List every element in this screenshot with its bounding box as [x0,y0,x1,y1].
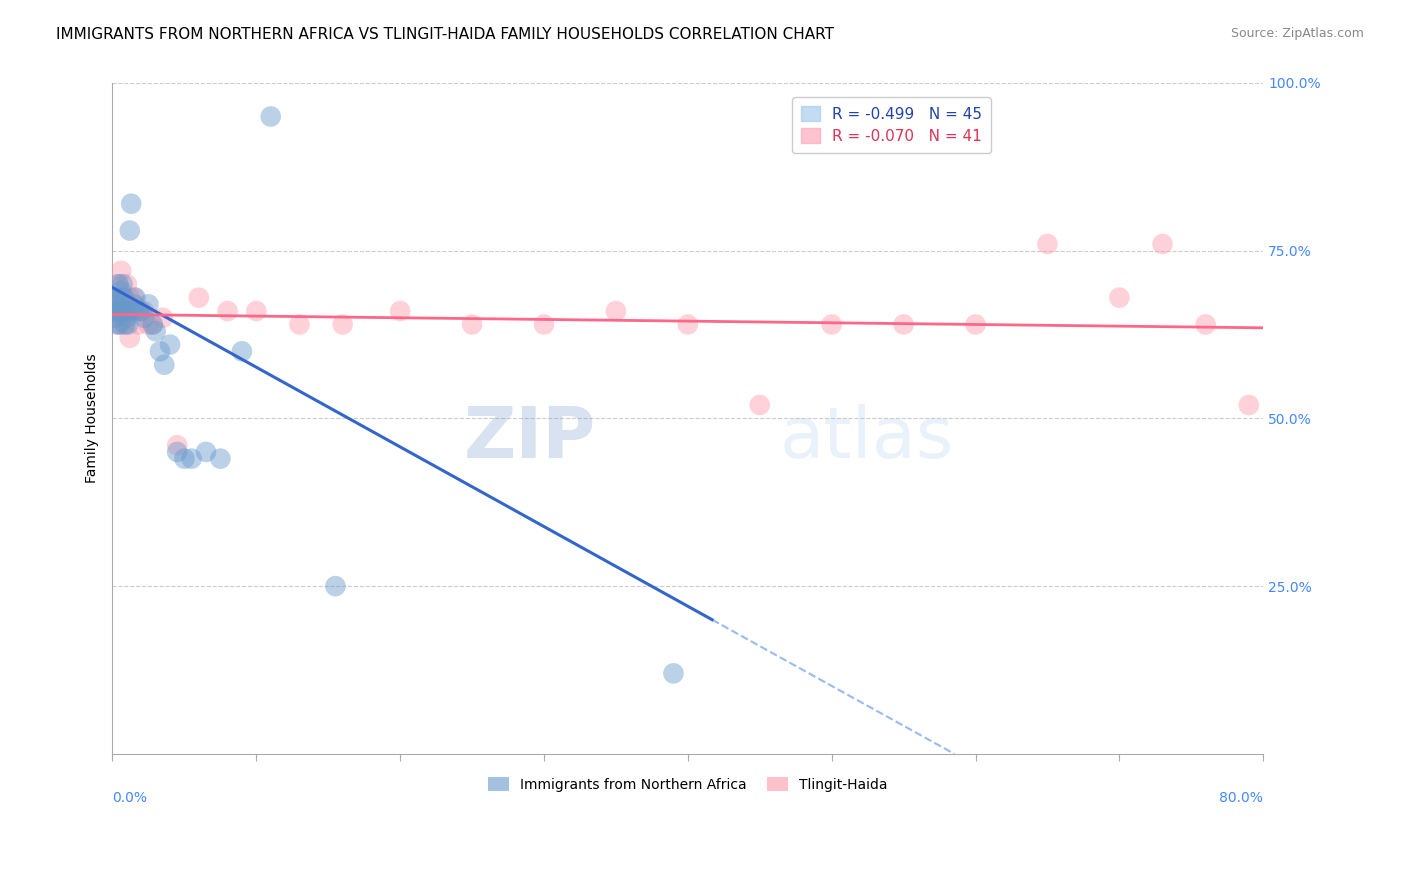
Point [461,318,484,332]
Point [605,304,627,318]
Point [118,291,141,305]
Point [105,291,128,305]
Point [103,297,125,311]
Point [260,110,283,124]
Text: 80.0%: 80.0% [1219,791,1263,805]
Point [104,291,127,305]
Point [142,318,165,332]
Point [105,318,128,332]
Point [103,291,125,305]
Point [1036,236,1059,251]
Point [104,304,127,318]
Point [115,310,138,325]
Point [111,304,134,318]
Point [115,304,138,318]
Point [103,310,125,325]
Point [108,318,131,332]
Point [1152,236,1174,251]
Y-axis label: Family Households: Family Households [86,353,100,483]
Point [145,324,167,338]
Point [332,318,354,332]
Point [105,304,128,318]
Point [217,304,239,318]
Point [112,318,135,332]
Text: Source: ZipAtlas.com: Source: ZipAtlas.com [1230,27,1364,40]
Point [152,310,174,325]
Point [110,304,132,318]
Point [142,318,165,332]
Point [138,318,160,332]
Point [209,451,232,466]
Point [122,297,145,311]
Point [129,304,152,318]
Point [187,291,209,305]
Point [748,398,770,412]
Point [1237,398,1260,412]
Point [121,304,143,318]
Point [533,318,555,332]
Point [149,344,172,359]
Point [120,196,142,211]
Text: ZIP: ZIP [464,404,596,473]
Text: atlas: atlas [780,404,955,473]
Point [127,318,149,332]
Point [821,318,844,332]
Point [108,297,131,311]
Point [107,277,129,292]
Point [231,344,253,359]
Point [112,291,135,305]
Point [122,291,145,305]
Point [676,318,699,332]
Point [115,277,138,292]
Point [118,223,141,237]
Point [138,297,160,311]
Point [127,304,149,318]
Point [166,445,188,459]
Point [110,284,132,298]
Point [110,264,132,278]
Point [153,358,176,372]
Point [245,304,267,318]
Point [105,304,128,318]
Point [180,451,202,466]
Point [893,318,915,332]
Point [105,291,128,305]
Legend: R = -0.499   N = 45, R = -0.070   N = 41: R = -0.499 N = 45, R = -0.070 N = 41 [792,97,991,153]
Point [114,318,136,332]
Text: 0.0%: 0.0% [112,791,148,805]
Point [107,304,129,318]
Point [111,304,134,318]
Point [166,438,188,452]
Point [1108,291,1130,305]
Point [159,337,181,351]
Point [112,291,135,305]
Point [134,304,156,318]
Point [134,310,156,325]
Point [104,304,127,318]
Point [108,318,131,332]
Point [662,666,685,681]
Point [107,277,129,292]
Point [389,304,412,318]
Point [325,579,347,593]
Point [118,331,141,345]
Point [288,318,311,332]
Point [124,291,146,305]
Point [112,304,135,318]
Point [108,304,131,318]
Point [127,304,149,318]
Point [173,451,195,466]
Point [1195,318,1218,332]
Point [117,318,139,332]
Point [111,277,134,292]
Point [195,445,218,459]
Point [114,304,136,318]
Point [965,318,987,332]
Text: IMMIGRANTS FROM NORTHERN AFRICA VS TLINGIT-HAIDA FAMILY HOUSEHOLDS CORRELATION C: IMMIGRANTS FROM NORTHERN AFRICA VS TLING… [56,27,834,42]
